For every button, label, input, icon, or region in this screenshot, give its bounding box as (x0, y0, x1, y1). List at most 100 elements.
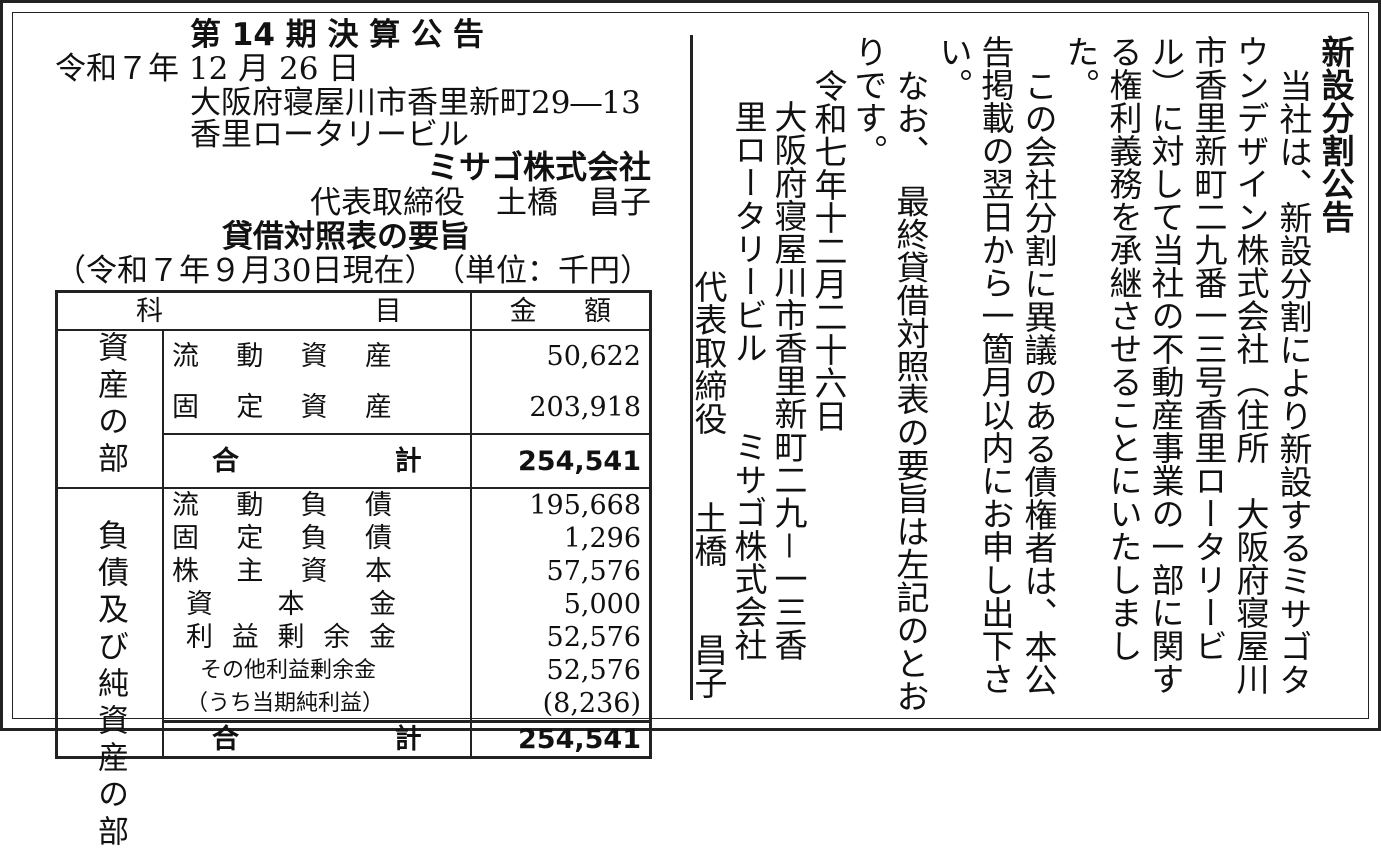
item-char: 定 (236, 523, 264, 554)
amount-cell: 57,576 (546, 556, 641, 587)
amount-cell: 195,668 (529, 490, 641, 521)
total-label: 合計 (163, 720, 472, 758)
notice-line: りです。 (849, 35, 888, 167)
amount-cell: 203,918 (529, 392, 641, 424)
notice-line: ウンデザイン株式会社（住所 大阪府寝屋川 (1231, 35, 1270, 695)
split-notice-title: 新設分割公告 (1316, 35, 1355, 233)
amount-cell: 5,000 (563, 589, 641, 620)
amount-cell: 52,576 (546, 622, 641, 653)
assets-total-row: 合計 254,541 (56, 433, 651, 488)
total-char: 合 (212, 724, 239, 755)
header-amount-char: 額 (584, 295, 611, 327)
item-cell: 資本金 (163, 588, 472, 621)
item-char: 資 (186, 589, 213, 620)
table-row: その他利益剰余金 52,576 (57, 654, 651, 687)
bs-title: 貸借対照表の要旨 (222, 219, 470, 255)
item-cell: 株主資本 (163, 555, 472, 588)
notice-line: 市香里新町二九番一三号香里ロータリービ (1189, 35, 1228, 662)
header-item: 科目 (56, 291, 472, 331)
item-char: 資 (300, 556, 328, 587)
notice-date-vertical: 令和七年十二月二十六日 (809, 69, 848, 432)
item-cell: 固定負債 (163, 522, 472, 555)
representative: 代表取締役 土橋 昌子 (310, 185, 651, 221)
item-cell: 流動資産 (163, 330, 472, 383)
item-char: 固 (172, 392, 199, 424)
as-of-date: （令和７年９月30日現在） (55, 253, 436, 289)
item-char: 資 (300, 341, 328, 373)
liabilities-label: 負債及び純資産の部 (92, 518, 128, 852)
settlement-title: 第 14 期 決 算 公 告 (190, 17, 484, 53)
notice-line: 当社は、新設分割により新設するミサゴタ (1274, 69, 1313, 696)
notice-line: 告掲載の翌日から一箇月以内にお申し出下さ (976, 35, 1015, 695)
table-row: 固 定 負 債 1,296 (57, 522, 651, 555)
assets-label: 資産の部 (92, 331, 128, 479)
item-char: 動 (236, 341, 264, 373)
notice-line: なお、 最終貸借対照表の要旨は左記のとお (891, 69, 930, 713)
item-char: 株 (172, 556, 199, 587)
item-char: 負 (300, 523, 328, 554)
item-char: 利 (186, 622, 213, 653)
amount-cell: 50,622 (546, 341, 641, 373)
table-row: 固 定 資 産 203,918 (57, 382, 651, 435)
total-amount: 254,541 (470, 433, 651, 488)
table-row: 資 本 金 5,000 (57, 588, 651, 621)
item-cell: （うち当期純利益） (163, 687, 472, 722)
table-row: 負債及び純資産の部 流動負債 195,668 (56, 488, 651, 852)
company-name: ミサゴ株式会社 (426, 148, 651, 186)
total-char: 計 (394, 724, 422, 755)
notice-representative-vertical: 代表取締役 土橋 昌子 (689, 270, 728, 699)
item-cell: その他利益剰余金 (163, 654, 472, 687)
item-cell: 流動負債 (163, 488, 472, 522)
item-char: 資 (300, 392, 328, 424)
balance-sheet-table: 科目 金額 資産の部 流動資産 50,622 固定資産 203,918 合計 2… (55, 290, 652, 852)
column-divider (690, 35, 693, 700)
liabilities-section-label: 負債及び純資産の部 (56, 488, 164, 852)
item-label: 株主資本 (172, 555, 392, 588)
table-header: 科目 金額 (56, 291, 651, 331)
notice-line: この会社分割に異議のある債権者は、本公 (1019, 69, 1058, 696)
item-cell: 利益剰余金 (163, 621, 472, 654)
item-char: 余 (323, 622, 351, 653)
item-char: 金 (369, 589, 396, 620)
table-row: 資産の部 流動資産 50,622 (56, 330, 651, 489)
item-char: 流 (172, 490, 199, 521)
header-amount: 金額 (470, 291, 651, 331)
item-char: 流 (172, 341, 199, 373)
item-char: 剰 (277, 622, 305, 653)
item-char: 産 (364, 341, 392, 373)
item-char: 益 (231, 622, 259, 653)
item-char: 金 (369, 622, 396, 653)
assets-section-label: 資産の部 (56, 330, 164, 489)
header-item-char: 科 (136, 295, 163, 327)
notice-date: 令和７年 12 月 26 日 (55, 51, 360, 87)
notice-line: た。 (1061, 35, 1100, 101)
item-char: 債 (364, 490, 392, 521)
item-cell: 固定資産 (163, 382, 472, 435)
amount-cell: 52,576 (546, 655, 641, 686)
total-label: 合計 (163, 433, 472, 488)
item-char: 主 (236, 556, 264, 587)
table-row: 利益剰余金 52,576 (57, 621, 651, 654)
item-label: 流動負債 (172, 489, 392, 522)
item-char: 負 (300, 490, 328, 521)
notice-address-vertical: 大阪府寝屋川市香里新町二九－一三香 (769, 100, 808, 661)
notice-outer-border (0, 0, 1381, 731)
item-label: 固定負債 (172, 522, 392, 555)
total-char: 合 (212, 445, 239, 477)
item-char: 本 (364, 556, 392, 587)
item-char: 動 (236, 490, 264, 521)
amount-cell: (8,236) (542, 688, 641, 719)
header-item-char: 目 (374, 295, 402, 327)
item-label: 固定資産 (172, 391, 392, 424)
amount-cell: 1,296 (563, 523, 641, 554)
notice-inner-border (12, 12, 1369, 719)
item-char: 本 (277, 589, 305, 620)
item-label: 流動資産 (172, 340, 392, 373)
table-row: （うち当期純利益） (8,236) (57, 687, 651, 722)
company-address-2: 香里ロータリービル (190, 117, 469, 153)
notice-line: い。 (934, 35, 973, 101)
item-label: 利益剰余金 (186, 621, 396, 654)
item-char: 固 (172, 523, 199, 554)
header-amount-char: 金 (509, 295, 537, 327)
notice-line: る権利義務を承継させることにいたしまし (1104, 35, 1143, 662)
